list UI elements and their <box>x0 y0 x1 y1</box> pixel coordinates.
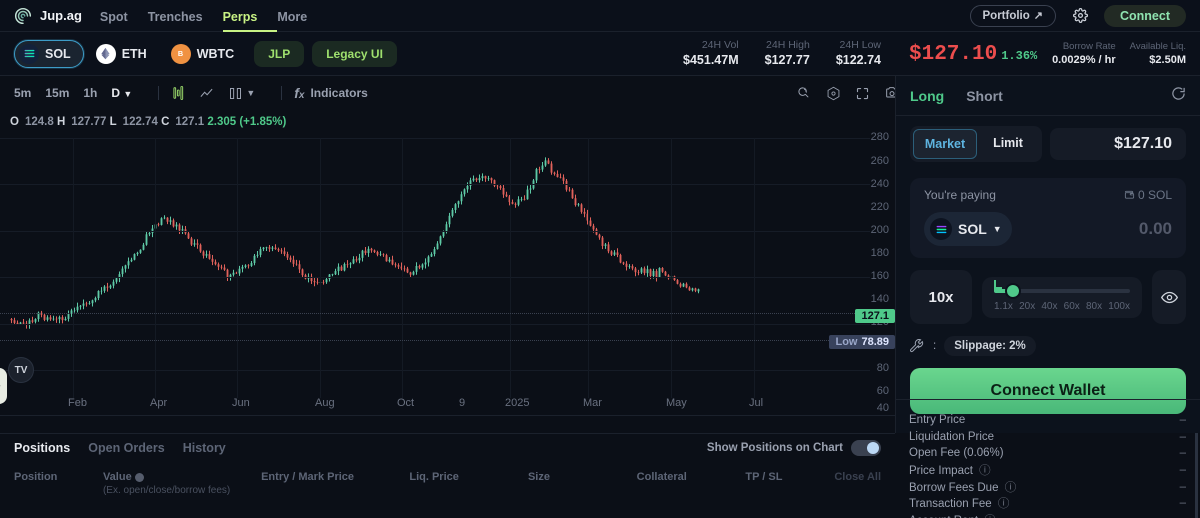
svg-text:B: B <box>178 49 183 58</box>
